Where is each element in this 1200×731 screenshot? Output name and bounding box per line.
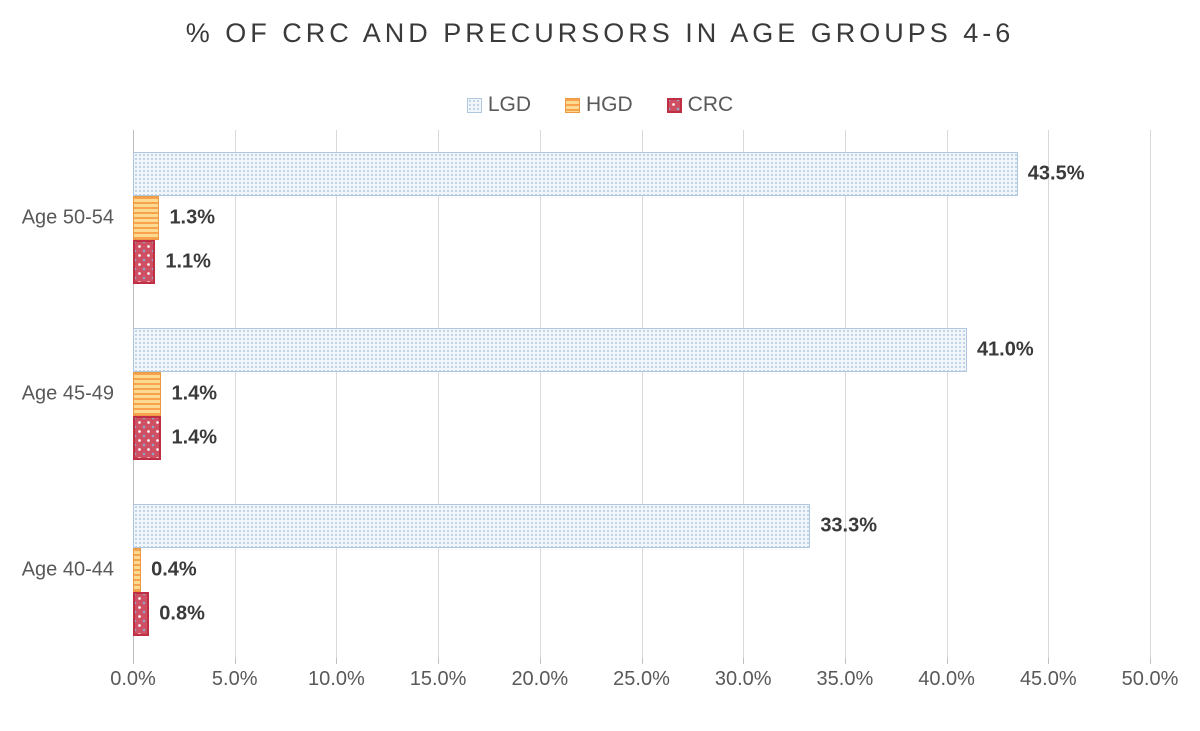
bar-crc-age-40-44: [133, 592, 150, 636]
x-axis-tick: [1150, 658, 1151, 664]
x-axis-tick: [641, 658, 643, 664]
bar-lgd-age-50-54: [133, 152, 1018, 196]
x-axis-tick: [539, 658, 541, 664]
data-label-crc-age-40-44: 0.8%: [159, 602, 205, 625]
bar-hgd-age-45-49: [133, 372, 162, 416]
chart-title: % OF CRC AND PRECURSORS IN AGE GROUPS 4-…: [185, 18, 1015, 48]
bar-hgd-age-50-54: [133, 196, 160, 240]
x-tick-label: 40.0%: [918, 668, 975, 690]
legend-label: CRC: [687, 93, 734, 116]
vertical-gridline: [946, 130, 948, 658]
x-axis-tick: [844, 658, 846, 664]
plot-area: 43.5% 1.3% 1.1% 41.0% 1.4% 1.4% 33.3% 0.4% 0.8%: [133, 130, 1151, 664]
x-tick-label: 0.0%: [110, 668, 156, 690]
x-tick-label: 30.0%: [714, 668, 772, 690]
legend-label: LGD: [487, 93, 531, 116]
x-axis-tick: [234, 658, 236, 664]
x-tick-label: 25.0%: [613, 668, 670, 690]
x-tick-label: 35.0%: [816, 668, 874, 690]
x-tick-label: 45.0%: [1019, 668, 1077, 690]
bar-crc-age-50-54: [133, 240, 156, 284]
data-label-hgd-age-45-49: 1.4%: [171, 382, 218, 405]
legend-item-hgd: HGD: [565, 93, 633, 117]
lgd-pattern-swatch-icon: [466, 97, 482, 113]
x-axis-tick: [336, 658, 338, 664]
x-tick-label: 50.0%: [1121, 668, 1179, 690]
y-axis-category-labels: Age 50-54 Age 45-49 Age 40-44: [0, 130, 126, 658]
vertical-gridline: [641, 130, 643, 658]
legend-item-crc: CRC: [666, 93, 734, 117]
x-tick-label: 15.0%: [409, 668, 467, 690]
hgd-pattern-swatch-icon: [565, 97, 580, 113]
vertical-gridline: [336, 130, 338, 658]
data-label-crc-age-45-49: 1.4%: [171, 426, 218, 449]
x-tick-label: 10.0%: [308, 668, 365, 690]
vertical-gridline: [1150, 130, 1151, 658]
bar-lgd-age-40-44: [133, 504, 811, 548]
x-axis-tick: [133, 658, 134, 664]
category-label-age-45-49: Age 45-49: [21, 382, 114, 405]
x-axis-tick: [946, 658, 948, 664]
crc-pattern-swatch-icon: [666, 97, 682, 113]
data-label-lgd-age-40-44: 33.3%: [820, 514, 878, 537]
vertical-gridline: [1048, 130, 1050, 658]
x-axis-tick: [438, 658, 440, 664]
data-label-lgd-age-45-49: 41.0%: [976, 338, 1034, 361]
vertical-gridline: [539, 130, 541, 658]
chart-legend: LGD HGD CRC: [0, 93, 1200, 117]
data-label-hgd-age-40-44: 0.4%: [151, 558, 197, 581]
bar-crc-age-45-49: [133, 416, 162, 460]
x-axis-tick: [1048, 658, 1050, 664]
vertical-gridline: [234, 130, 236, 658]
x-tick-label: 20.0%: [511, 668, 569, 690]
data-label-hgd-age-50-54: 1.3%: [169, 206, 216, 229]
data-label-crc-age-50-54: 1.1%: [165, 250, 211, 273]
x-tick-label: 5.0%: [211, 668, 258, 690]
legend-label: HGD: [586, 93, 633, 116]
vertical-gridline: [743, 130, 745, 658]
data-label-lgd-age-50-54: 43.5%: [1027, 162, 1085, 185]
vertical-gridline: [844, 130, 846, 658]
legend-item-lgd: LGD: [466, 93, 531, 117]
bar-hgd-age-40-44: [133, 548, 142, 592]
x-axis-labels: 0.0% 5.0% 10.0% 15.0% 20.0% 25.0% 30.0% 35.0% 40…: [110, 668, 1178, 694]
x-axis-tick: [743, 658, 745, 664]
bar-lgd-age-45-49: [133, 328, 967, 372]
vertical-gridline: [438, 130, 440, 658]
category-label-age-50-54: Age 50-54: [21, 206, 114, 229]
category-label-age-40-44: Age 40-44: [21, 558, 114, 581]
